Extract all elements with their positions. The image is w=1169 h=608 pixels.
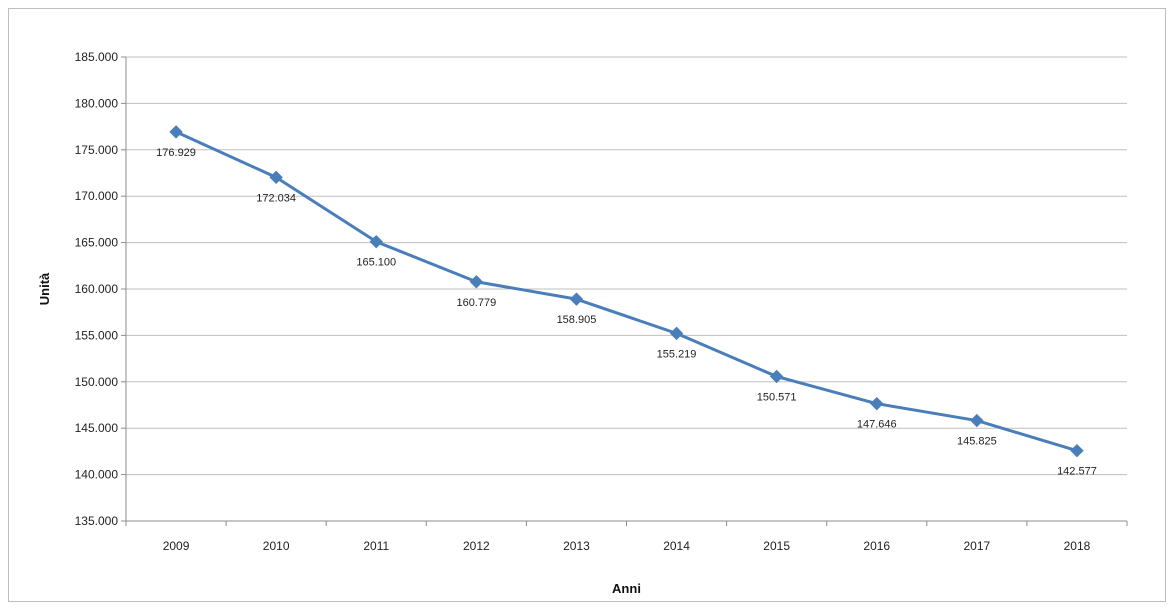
data-label: 155.219 — [657, 348, 697, 360]
y-tick-label: 155.000 — [75, 328, 119, 342]
data-point-marker — [669, 326, 684, 341]
data-point-marker — [970, 413, 984, 428]
gridlines — [126, 56, 1127, 476]
y-tick-label: 185.000 — [75, 50, 119, 64]
series-line — [175, 130, 1078, 453]
x-tick-label: 2018 — [1064, 539, 1091, 553]
y-tick-label: 165.000 — [75, 236, 119, 250]
x-tick-label: 2017 — [963, 539, 990, 553]
y-tick-label: 175.000 — [75, 143, 119, 157]
series-group — [169, 125, 1084, 458]
data-label: 160.779 — [456, 297, 496, 309]
data-point-marker — [369, 234, 383, 249]
x-axis-ticks: 2009 2010 2011 2012 2013 2014 2015 2016 2017 2018 — [125, 521, 1128, 553]
data-point-marker — [169, 125, 183, 139]
x-tick-label: 2009 — [163, 539, 190, 553]
y-axis-ticks: 135.000 140.000 145.000 150.000 155.000 160.0… — [75, 50, 126, 528]
data-point-marker — [269, 170, 283, 185]
y-tick-label: 145.000 — [75, 421, 119, 435]
data-label: 150.571 — [757, 392, 797, 404]
y-axis-title: Unità — [37, 272, 52, 305]
x-tick-label: 2012 — [463, 539, 490, 553]
y-tick-label: 170.000 — [75, 189, 119, 203]
x-tick-label: 2014 — [663, 539, 690, 553]
x-tick-label: 2011 — [363, 539, 389, 553]
x-tick-label: 2010 — [263, 539, 290, 553]
chart-frame: 135.000 140.000 145.000 150.000 155.000 160.0… — [8, 8, 1166, 602]
data-point-marker — [1070, 443, 1084, 458]
data-label: 145.825 — [957, 436, 997, 448]
y-tick-label: 180.000 — [75, 96, 119, 110]
y-tick-label: 135.000 — [75, 514, 119, 528]
data-label: 176.929 — [156, 147, 196, 159]
data-labels: 176.929 172.034 165.100 160.779 158.905 155.2… — [156, 147, 1097, 478]
data-label: 147.646 — [857, 419, 897, 431]
data-point-marker — [569, 292, 584, 306]
data-label: 172.034 — [256, 192, 296, 204]
x-tick-label: 2013 — [563, 539, 590, 553]
y-tick-label: 140.000 — [75, 468, 119, 482]
x-tick-label: 2016 — [863, 539, 890, 553]
y-tick-label: 150.000 — [75, 375, 119, 389]
data-point-marker — [469, 275, 484, 289]
data-label: 158.905 — [557, 314, 597, 326]
y-tick-label: 160.000 — [75, 282, 119, 296]
data-label: 165.100 — [356, 257, 396, 269]
data-label: 142.577 — [1057, 466, 1097, 478]
x-axis-title: Anni — [612, 581, 641, 596]
x-tick-label: 2015 — [763, 539, 790, 553]
line-chart: 135.000 140.000 145.000 150.000 155.000 160.0… — [37, 50, 1128, 596]
data-point-marker — [769, 369, 784, 384]
data-point-marker — [870, 396, 884, 411]
